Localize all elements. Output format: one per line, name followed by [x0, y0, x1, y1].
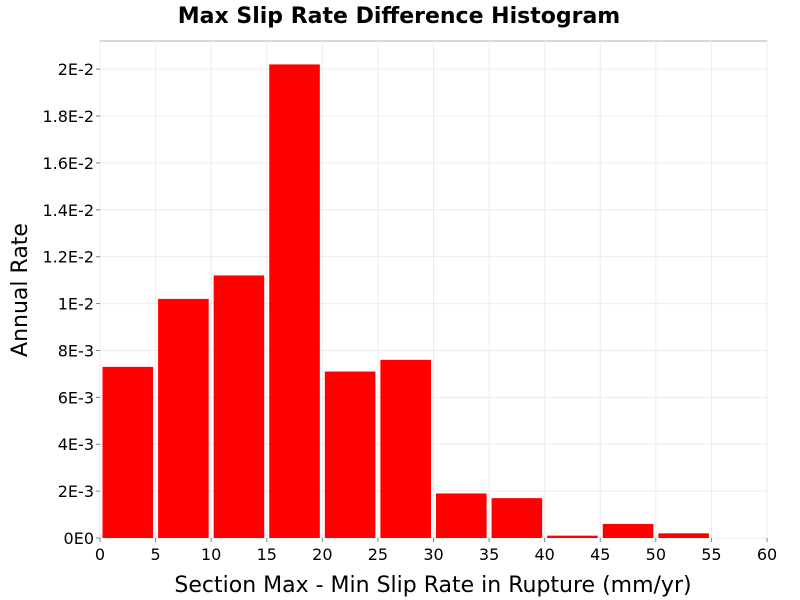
y-axis-label: Annual Rate [8, 223, 33, 357]
x-tick-label: 50 [646, 545, 666, 564]
x-tick-label: 0 [95, 545, 105, 564]
x-tick-label: 60 [757, 545, 777, 564]
y-tick-label: 1.4E-2 [42, 201, 94, 220]
x-tick-label: 20 [312, 545, 332, 564]
x-tick-label: 5 [150, 545, 160, 564]
histogram-bar [213, 275, 265, 538]
histogram-bar [602, 523, 654, 538]
histogram-bar [491, 498, 543, 538]
chart-title: Max Slip Rate Difference Histogram [178, 4, 620, 29]
y-tick-label: 2E-3 [58, 482, 94, 501]
x-axis-label: Section Max - Min Slip Rate in Rupture (… [174, 573, 691, 598]
y-tick-label: 1E-2 [58, 295, 94, 314]
x-tick-label: 30 [423, 545, 443, 564]
x-tick-label: 55 [701, 545, 721, 564]
x-tick-label: 25 [368, 545, 388, 564]
y-tick-label: 4E-3 [58, 435, 94, 454]
x-tick-label: 15 [257, 545, 277, 564]
y-tick-label: 2E-2 [58, 60, 94, 79]
histogram-bar [269, 64, 320, 539]
bars [102, 64, 709, 539]
histogram-bar [324, 371, 376, 538]
x-tick-label: 45 [590, 545, 610, 564]
y-tick-label: 8E-3 [58, 341, 94, 360]
x-axis-ticks: 0 5 10 15 20 25 30 35 40 45 50 55 60 [95, 538, 777, 564]
histogram-bar [658, 533, 709, 538]
histogram-bar [547, 535, 598, 538]
y-tick-label: 0E0 [64, 529, 94, 548]
y-tick-label: 1.8E-2 [42, 107, 94, 126]
histogram-bar [436, 493, 487, 538]
x-tick-label: 35 [479, 545, 499, 564]
histogram-bar [158, 298, 209, 538]
histogram-bar [380, 359, 431, 538]
x-tick-label: 10 [201, 545, 221, 564]
y-tick-label: 1.2E-2 [42, 248, 94, 267]
histogram-bar [102, 366, 154, 538]
x-tick-label: 40 [534, 545, 554, 564]
y-tick-label: 6E-3 [58, 388, 94, 407]
y-tick-label: 1.6E-2 [42, 154, 94, 173]
y-axis-ticks: 0E0 2E-3 4E-3 6E-3 8E-3 1E-2 1.2E-2 1.4E-2 1.6E-… [42, 60, 100, 548]
